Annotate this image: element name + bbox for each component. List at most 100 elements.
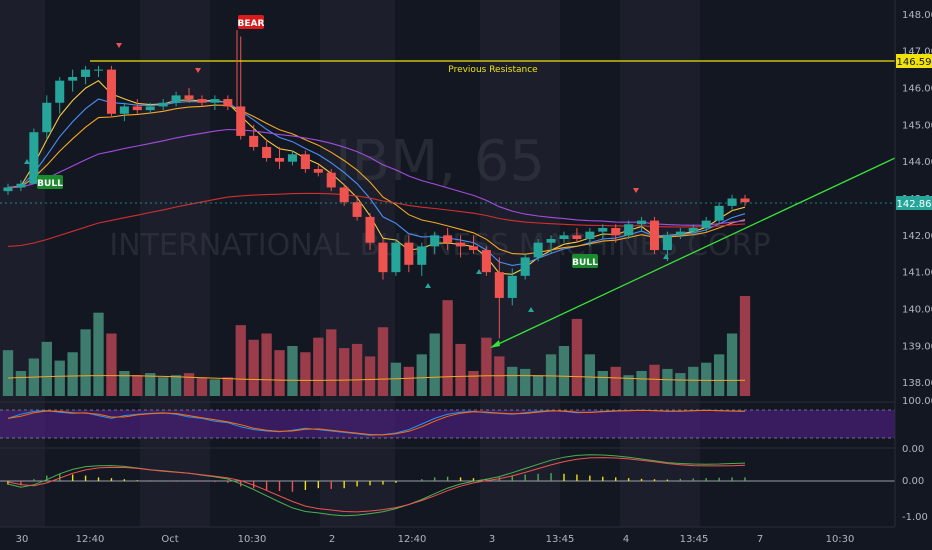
trendline[interactable] — [491, 157, 896, 348]
candle[interactable] — [171, 91, 181, 107]
candle[interactable] — [132, 99, 142, 114]
volume-bar — [726, 333, 738, 396]
bull-signal-1: BULL — [37, 175, 63, 189]
candle[interactable] — [391, 239, 401, 276]
candle[interactable] — [675, 227, 685, 240]
candle-body — [326, 172, 336, 188]
candle[interactable] — [365, 213, 375, 251]
candle[interactable] — [611, 224, 621, 243]
candle[interactable] — [3, 183, 13, 195]
candle[interactable] — [106, 65, 116, 118]
candle[interactable] — [598, 224, 608, 240]
volume-bar — [468, 371, 479, 396]
volume-bar — [507, 366, 518, 396]
candle[interactable] — [210, 95, 220, 111]
candle[interactable] — [507, 268, 517, 306]
candle[interactable] — [262, 139, 272, 162]
bear-marker — [195, 68, 201, 73]
candle[interactable] — [300, 150, 310, 173]
time-tick-label: 13:45 — [680, 534, 709, 545]
candle[interactable] — [339, 183, 349, 206]
candle[interactable] — [559, 231, 569, 243]
candle[interactable] — [93, 65, 104, 77]
candle[interactable] — [275, 146, 285, 170]
candle[interactable] — [378, 239, 388, 280]
candle-body — [210, 99, 220, 103]
candle[interactable] — [81, 65, 91, 85]
time-axis[interactable]: 30 12:40 Oct 10:30 2 12:40 3 13:45 4 13:45 7 10:30 — [16, 534, 855, 545]
candle[interactable] — [456, 235, 466, 258]
candle[interactable] — [701, 216, 711, 232]
candle[interactable] — [55, 76, 65, 114]
candle[interactable] — [158, 99, 168, 111]
candle[interactable] — [430, 231, 440, 254]
candle[interactable] — [119, 102, 129, 122]
candle[interactable] — [313, 165, 323, 177]
candle[interactable] — [326, 169, 336, 192]
candle-body — [352, 202, 362, 217]
ema-mid-line — [7, 98, 746, 266]
candle[interactable] — [249, 124, 259, 151]
candle-body — [158, 102, 168, 107]
candle[interactable] — [68, 69, 78, 92]
candle[interactable] — [417, 242, 427, 276]
volume-bar — [532, 375, 544, 396]
volume-bar — [597, 371, 608, 396]
candle-body — [507, 275, 517, 298]
candle[interactable] — [184, 88, 194, 103]
candle[interactable] — [533, 239, 543, 262]
stoch-axis[interactable]: 100.00 0.00 — [902, 396, 932, 455]
volume-bar — [287, 346, 298, 396]
price-tick-label: 141.00 — [902, 268, 932, 279]
volume-bar — [222, 377, 233, 396]
time-tick-label: 4 — [623, 534, 629, 545]
candle-body — [132, 106, 142, 111]
volume-bar — [584, 354, 596, 396]
volume-bar — [339, 348, 350, 396]
candle[interactable] — [727, 194, 737, 210]
candle[interactable] — [287, 150, 297, 166]
candle[interactable] — [42, 95, 52, 140]
candle[interactable] — [624, 220, 634, 240]
macd-axis[interactable]: 0.00 -1.00 — [902, 476, 928, 523]
volume-bar — [313, 337, 324, 396]
candle[interactable] — [572, 227, 582, 243]
candle[interactable] — [481, 246, 491, 276]
candle[interactable] — [145, 102, 155, 114]
candle[interactable] — [468, 235, 478, 254]
candle-body — [262, 146, 272, 158]
candle[interactable] — [520, 253, 530, 280]
candle[interactable] — [740, 194, 750, 206]
volume-bar — [274, 350, 285, 396]
candle[interactable] — [16, 180, 26, 192]
candle[interactable] — [352, 198, 362, 221]
volume-bar — [106, 333, 117, 396]
candle[interactable] — [546, 235, 556, 254]
candle[interactable] — [197, 95, 207, 107]
candle-body — [145, 106, 155, 111]
bull-marker — [528, 307, 534, 312]
bear-signal-text: BEAR — [238, 19, 265, 29]
candle[interactable] — [662, 231, 672, 262]
candle[interactable] — [688, 224, 698, 236]
price-tick-label: 148.00 — [902, 10, 932, 21]
candle[interactable] — [649, 216, 660, 254]
price-tick-label: 144.00 — [902, 157, 932, 168]
candle[interactable] — [585, 227, 595, 247]
candle-body — [223, 99, 233, 107]
candle[interactable] — [714, 202, 724, 225]
candle[interactable] — [223, 95, 233, 111]
time-tick-label: 3 — [489, 534, 495, 545]
candle[interactable] — [494, 257, 504, 339]
candle[interactable] — [637, 216, 647, 232]
price-tick-label: 142.00 — [902, 231, 932, 242]
candle-body — [533, 242, 543, 258]
candlesticks[interactable] — [3, 36, 750, 339]
candle[interactable] — [443, 227, 453, 251]
candle[interactable] — [29, 128, 39, 184]
candle-body — [93, 69, 104, 71]
candle[interactable] — [236, 36, 246, 140]
candle[interactable] — [404, 235, 414, 273]
